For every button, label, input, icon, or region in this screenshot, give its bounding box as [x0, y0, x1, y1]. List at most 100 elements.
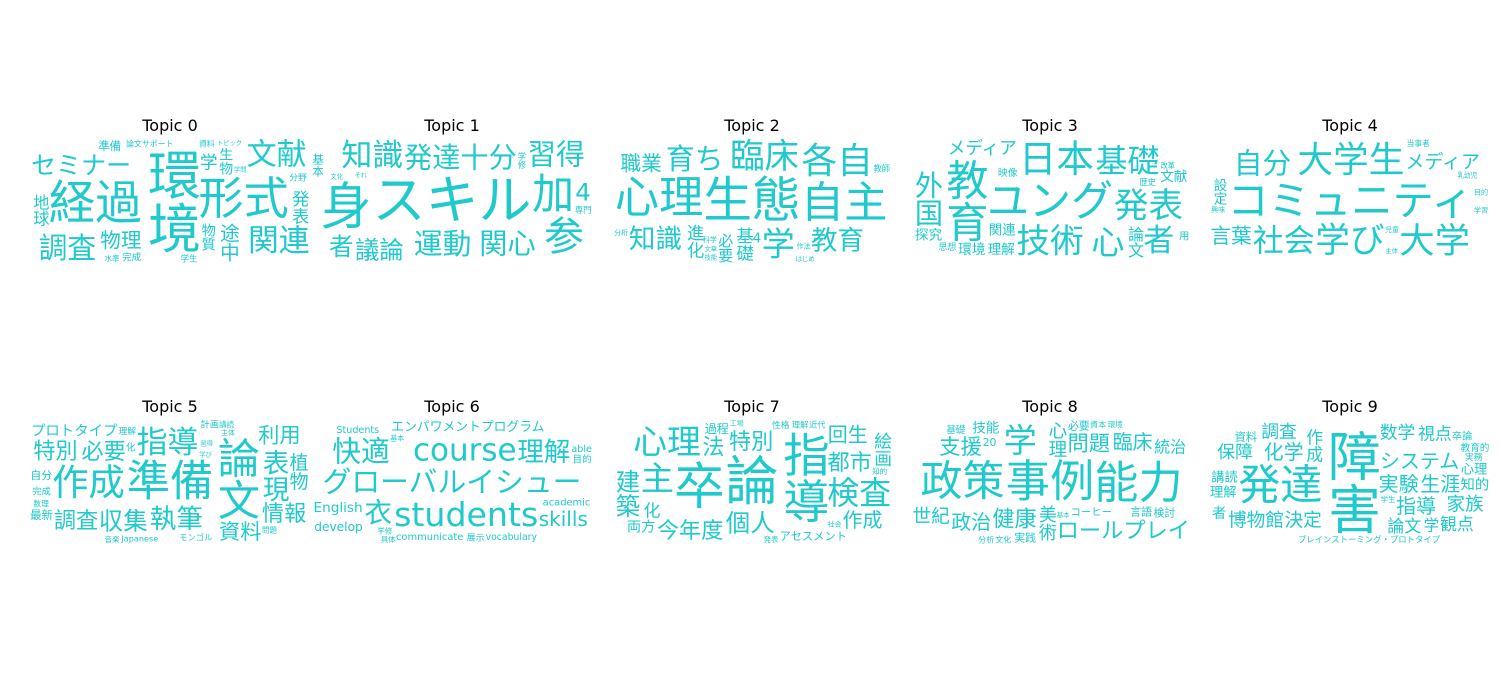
word-label: 植物: [287, 452, 309, 490]
word-label: 実験: [1379, 472, 1419, 496]
word-label: 基本: [390, 433, 404, 442]
word-label: 形式: [198, 172, 288, 225]
word-label: 講読: [1211, 470, 1238, 486]
word-label: 文献: [1160, 169, 1188, 185]
word-label: 学生: [181, 254, 198, 264]
word-label: 学: [1424, 517, 1440, 535]
word-label: 衣: [364, 497, 392, 529]
word-label: 学: [200, 152, 218, 173]
word-label: 障害: [1320, 429, 1381, 535]
word-label: 者: [1212, 505, 1226, 522]
word-label: vocabulary: [486, 532, 538, 543]
word-label: 教育的: [1461, 442, 1490, 454]
topic-title: Topic 3: [1022, 116, 1078, 135]
word-label: 心: [1091, 223, 1124, 262]
word-label: 大学: [1399, 221, 1470, 262]
word-label: 職業: [620, 151, 661, 175]
word-label: 地球: [30, 194, 49, 226]
word-label: 理解: [118, 425, 136, 437]
word-label: 調査: [39, 231, 97, 263]
word-label: 世紀: [912, 507, 949, 528]
word-label: 作成: [52, 461, 125, 504]
word-label: 展示: [467, 532, 485, 543]
word-label: 発表: [764, 534, 779, 544]
word-label: コーヒー: [1071, 507, 1113, 519]
word-label: 論: [726, 452, 779, 513]
word-cloud: 論卒指導 検査 心理主建築 個人 特別 都市 今年度 法作成 回生 絵画化アセスメント 両方 過程 性格…: [612, 420, 893, 544]
word-label: 習得: [200, 439, 213, 448]
word-cloud: コミュニティ 大学生 学び 大学 社会 メディア 自分 言葉 当事者 乳幼児 児童 目的 学習 興味 設定主…: [1210, 139, 1490, 263]
word-label: 主: [641, 459, 674, 498]
word-label: students: [394, 495, 538, 534]
word-label: ブレインストーミング・プロトタイプ: [1298, 535, 1441, 545]
word-label: 自分: [30, 469, 52, 482]
word-label: 日本: [1019, 139, 1094, 181]
word-label: 必要: [1068, 420, 1090, 432]
word-label: 用: [1179, 230, 1189, 242]
word-label: 準備: [98, 139, 121, 153]
word-label: 執筆: [150, 504, 203, 535]
word-label: 知識: [629, 224, 682, 255]
word-label: develop: [314, 520, 363, 534]
word-label: 心理: [633, 422, 701, 461]
topic-title: Topic 5: [142, 397, 198, 416]
word-label: 学: [762, 225, 795, 263]
word-label: メディア: [948, 139, 1017, 159]
word-label: 理解: [792, 420, 808, 430]
word-label: 専門: [575, 205, 592, 215]
word-label: 基本: [1057, 510, 1070, 519]
topic-panel: Topic 0 環境 経過 形式 途中 セミナー 関連 文献 発表 地球 調査 物質 生物 物理 準備 論文サ…: [20, 113, 320, 263]
word-label: 利用: [258, 424, 301, 449]
word-label: 検査: [827, 474, 891, 512]
word-label: 化: [126, 441, 136, 454]
word-cloud: 障害 発達 ブレインストーミング・プロトタイプ 実験 システム 生涯 指導 化学 決定 家族 博物館…: [1210, 420, 1490, 544]
word-label: 指導: [776, 431, 830, 524]
word-label: 教育: [811, 225, 864, 256]
word-label: 運動: [414, 227, 472, 261]
word-label: 計画: [200, 420, 219, 431]
word-label: 文化: [995, 534, 1011, 544]
word-label: 科学: [703, 235, 717, 244]
word-label: 絵画: [871, 431, 892, 467]
word-label: 回生: [828, 422, 868, 446]
word-label: 身: [321, 177, 372, 236]
word-label: 乳幼児: [1457, 171, 1477, 180]
word-label: 社会: [828, 520, 842, 529]
word-label: 各自: [801, 141, 872, 182]
topic-title: Topic 4: [1322, 116, 1378, 135]
word-label: 4: [753, 232, 762, 247]
word-label: 数学: [1380, 423, 1416, 444]
word-label: 水準: [105, 253, 120, 263]
word-label: 主体: [1386, 246, 1399, 255]
word-label: 当事者: [1407, 139, 1431, 148]
word-label: 具体: [381, 534, 396, 544]
word-label: 作成: [843, 508, 883, 532]
word-label: 発達十分: [404, 142, 517, 175]
word-label: 参: [544, 214, 584, 260]
word-label: 学修: [377, 526, 392, 536]
word-label: 能力: [1094, 458, 1182, 509]
word-label: 政治: [951, 510, 991, 534]
word-label: 者: [1143, 223, 1174, 259]
word-label: 児童: [1385, 225, 1399, 234]
word-label: 外国: [911, 170, 944, 227]
word-label: 物質: [199, 222, 215, 251]
word-label: 環境: [1108, 420, 1123, 429]
word-label: 必要: [716, 233, 734, 263]
word-label: 問題: [262, 526, 277, 535]
word-label: それ: [355, 173, 367, 180]
word-label: 学問: [234, 165, 247, 174]
word-label: 化: [643, 501, 660, 521]
word-cloud: グローバルイシュー students course エンパワメントプログラム 快適衣 理解…: [312, 420, 592, 544]
word-label: 資料: [219, 520, 262, 544]
word-label: 進化: [683, 224, 704, 259]
word-label: 経過: [49, 176, 142, 230]
word-label: 習得: [527, 139, 585, 171]
topic-title: Topic 1: [424, 116, 480, 135]
word-label: 講読: [219, 420, 234, 429]
word-label: アセスメント: [780, 530, 848, 543]
topic-panel: Topic 6 グローバルイシュー students course エンパワメントプログ…: [302, 394, 602, 544]
word-label: 快適: [332, 434, 390, 468]
word-label: 技能: [972, 421, 999, 437]
